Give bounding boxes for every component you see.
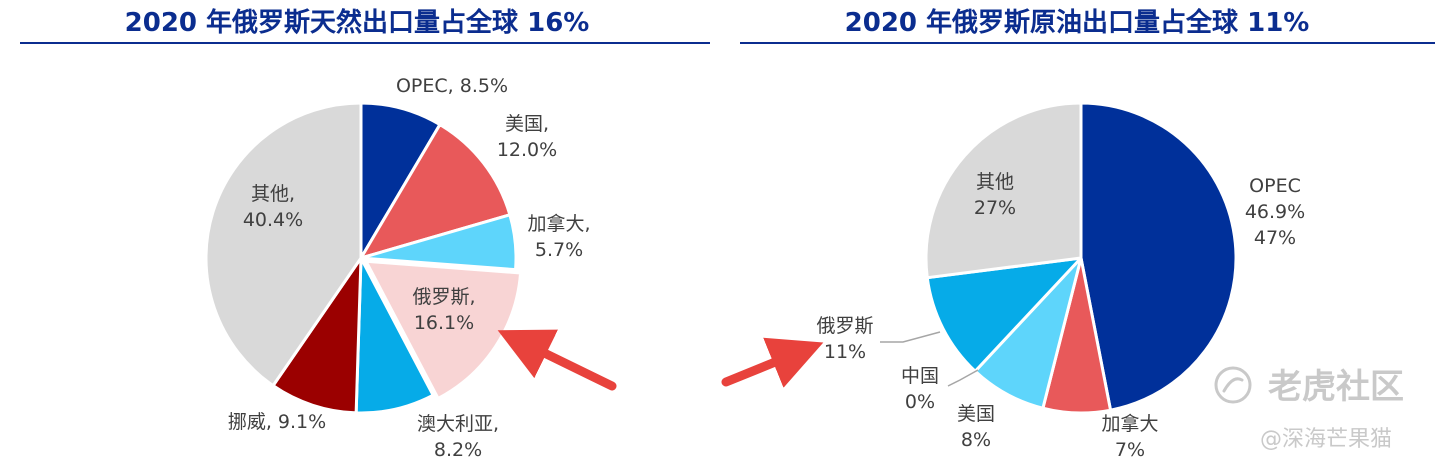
pie1-label-china: 中国 0% xyxy=(901,365,939,413)
pie1-label-other-line: 其他 xyxy=(976,171,1014,193)
watermark-author: @深海芒果猫 xyxy=(1260,427,1392,452)
left-chart-title: 2020 年俄罗斯天然出口量占全球 16% xyxy=(125,7,590,38)
pie1-slice-opec xyxy=(1079,101,1238,412)
right-chart-title: 2020 年俄罗斯原油出口量占全球 11% xyxy=(845,7,1310,38)
pie0-label-russia-line: 16.1% xyxy=(414,312,474,334)
pie1-label-usa-line: 8% xyxy=(961,429,991,451)
pie1-label-usa: 美国 8% xyxy=(957,403,995,451)
leader-line-china xyxy=(947,369,979,387)
pie0-label-opec-line: OPEC, 8.5% xyxy=(396,75,508,97)
pie0-label-canada-line: 加拿大, xyxy=(527,212,590,235)
pie1-label-canada-line: 7% xyxy=(1115,439,1145,461)
leader-line-russia xyxy=(880,331,941,343)
pie0-label-canada-line: 5.7% xyxy=(535,239,583,261)
pie1-label-opec-line: 47% xyxy=(1254,227,1296,249)
pie0-slice-norway xyxy=(271,256,363,415)
pie1-label-china-line: 中国 xyxy=(901,365,939,387)
pie1-slice-other xyxy=(924,101,1083,280)
pie0-slice-russia xyxy=(364,259,523,400)
pie1-label-opec-line: OPEC xyxy=(1249,175,1301,197)
highlight-arrow-right xyxy=(721,337,824,388)
pie0-label-other-line: 其他, xyxy=(251,183,295,205)
watermark-brand: 老虎社区 xyxy=(1268,367,1404,407)
pie1-label-russia: 俄罗斯 11% xyxy=(816,315,873,363)
pie1-label-canada: 加拿大 7% xyxy=(1101,412,1158,461)
right-pie xyxy=(924,101,1238,415)
highlight-arrow-left xyxy=(497,329,617,391)
pie1-label-opec-line: 46.9% xyxy=(1245,201,1305,223)
pie0-label-usa-line: 美国, xyxy=(505,113,549,135)
pie0-label-canada: 加拿大, 5.7% xyxy=(527,212,590,261)
pie1-slice-russia xyxy=(925,256,1083,373)
pie1-label-other: 其他 27% xyxy=(974,171,1016,219)
pie1-label-russia-line: 11% xyxy=(824,341,866,363)
pie1-label-russia-line: 俄罗斯 xyxy=(816,315,873,337)
pie0-label-norway-line: 挪威, 9.1% xyxy=(228,411,326,433)
pie0-label-russia-line: 俄罗斯, xyxy=(412,286,475,308)
pie0-slice-canada xyxy=(359,213,518,272)
pie1-label-canada-line: 加拿大 xyxy=(1101,412,1158,435)
pie1-label-china-line: 0% xyxy=(905,391,935,413)
pie0-label-other-line: 40.4% xyxy=(243,209,303,231)
pie0-label-australia-line: 澳大利亚, xyxy=(417,413,499,435)
pie1-label-usa-line: 美国 xyxy=(957,403,995,425)
watermark: 老虎社区 @深海芒果猫 xyxy=(1214,366,1404,452)
pie0-slice-other xyxy=(204,101,363,388)
pie0-label-russia: 俄罗斯, 16.1% xyxy=(412,286,475,334)
pie1-label-opec: OPEC 46.9% 47% xyxy=(1245,175,1305,249)
pie0-label-norway: 挪威, 9.1% xyxy=(228,411,326,433)
pie0-label-usa-line: 12.0% xyxy=(497,139,557,161)
pie0-label-usa: 美国, 12.0% xyxy=(497,113,557,161)
left-pie xyxy=(204,101,523,415)
tiger-logo-icon xyxy=(1214,366,1252,404)
pie0-label-australia-line: 8.2% xyxy=(434,439,482,461)
pie0-label-opec: OPEC, 8.5% xyxy=(396,75,508,97)
pie0-label-australia: 澳大利亚, 8.2% xyxy=(417,413,499,461)
pie1-label-other-line: 27% xyxy=(974,197,1016,219)
pie0-label-other: 其他, 40.4% xyxy=(243,183,303,231)
